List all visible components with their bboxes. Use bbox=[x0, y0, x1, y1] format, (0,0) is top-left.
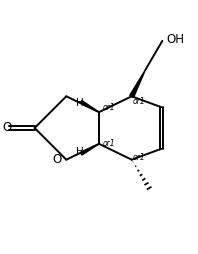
Polygon shape bbox=[80, 101, 99, 112]
Polygon shape bbox=[130, 70, 146, 97]
Text: or1: or1 bbox=[103, 139, 116, 148]
Text: or1: or1 bbox=[103, 103, 116, 112]
Text: O: O bbox=[2, 121, 11, 134]
Text: OH: OH bbox=[166, 33, 184, 46]
Text: or1: or1 bbox=[132, 97, 145, 106]
Text: H: H bbox=[76, 98, 84, 108]
Text: H: H bbox=[76, 147, 84, 157]
Text: O: O bbox=[53, 153, 62, 166]
Text: or1: or1 bbox=[132, 153, 145, 162]
Polygon shape bbox=[80, 144, 99, 155]
